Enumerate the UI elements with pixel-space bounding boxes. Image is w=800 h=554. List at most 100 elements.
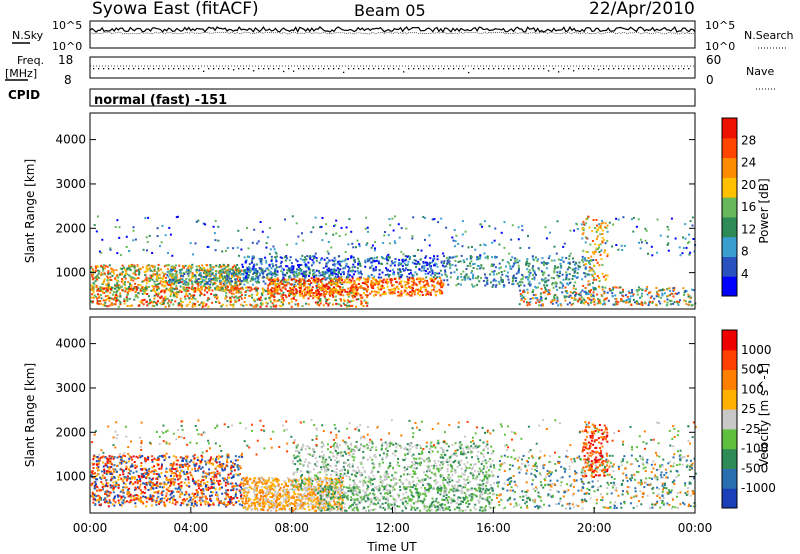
echo-cell — [103, 501, 106, 504]
echo-cell — [514, 277, 517, 280]
echo-cell — [179, 456, 182, 459]
echo-cell — [561, 282, 564, 285]
echo-cell — [359, 270, 362, 273]
echo-cell — [421, 294, 424, 296]
echo-cell — [145, 300, 148, 303]
echo-cell — [543, 264, 545, 266]
echo-cell — [118, 502, 120, 505]
echo-cell — [510, 238, 513, 241]
echo-cell — [300, 280, 303, 283]
echo-cell — [196, 300, 199, 303]
echo-cell — [290, 266, 293, 269]
echo-cell — [276, 273, 279, 276]
echo-cell — [200, 491, 203, 494]
echo-cell — [191, 273, 194, 276]
echo-cell — [265, 246, 268, 249]
echo-cell — [321, 278, 324, 280]
echo-cell — [149, 494, 152, 497]
echo-cell — [115, 285, 118, 288]
echo-cell — [532, 289, 535, 291]
echo-cell — [362, 288, 365, 291]
echo-cell — [552, 277, 555, 280]
echo-cell — [500, 266, 502, 269]
echo-cell — [599, 253, 602, 256]
echo-cell — [461, 233, 464, 236]
echo-cell — [225, 269, 228, 272]
echo-cell — [182, 275, 185, 278]
echo-cell — [164, 455, 166, 457]
echo-cell — [584, 272, 587, 275]
echo-cell — [396, 285, 399, 288]
echo-cell — [615, 300, 618, 303]
echo-cell — [649, 296, 652, 299]
echo-cell — [415, 263, 418, 266]
echo-cell — [674, 237, 677, 240]
echo-cell — [339, 286, 342, 288]
echo-cell — [357, 277, 360, 280]
echo-cell — [370, 273, 373, 276]
echo-cell — [165, 495, 168, 498]
echo-cell — [252, 305, 255, 308]
echo-cell — [132, 289, 135, 292]
echo-cell — [509, 265, 512, 268]
echo-cell — [124, 277, 127, 280]
echo-cell — [473, 262, 476, 265]
echo-cell — [274, 305, 277, 308]
echo-cell — [289, 287, 292, 290]
echo-cell — [224, 478, 227, 481]
echo-cell — [352, 292, 355, 295]
echo-cell — [311, 259, 314, 261]
echo-cell — [319, 279, 322, 281]
echo-cell — [438, 276, 441, 278]
echo-cell — [578, 293, 580, 296]
echo-cell — [404, 255, 407, 258]
echo-cell — [306, 265, 309, 268]
echo-cell — [224, 484, 227, 487]
echo-cell — [225, 249, 227, 252]
echo-cell — [285, 279, 288, 282]
echo-cell — [359, 271, 362, 274]
echo-cell — [156, 271, 159, 274]
echo-cell — [424, 261, 427, 264]
echo-cell — [206, 273, 209, 276]
echo-cell — [373, 249, 376, 252]
echo-cell — [145, 266, 148, 269]
echo-cell — [171, 274, 174, 277]
echo-cell — [439, 269, 442, 272]
echo-cell — [350, 304, 353, 307]
echo-cell — [391, 292, 394, 295]
echo-cell — [282, 268, 285, 271]
echo-cell — [236, 268, 239, 271]
echo-cell — [304, 280, 307, 283]
echo-cell — [214, 279, 217, 282]
echo-cell — [418, 294, 421, 297]
echo-cell — [153, 297, 156, 300]
echo-cell — [336, 281, 339, 284]
echo-cell — [163, 486, 166, 489]
echo-cell — [100, 297, 103, 300]
echo-cell — [178, 279, 181, 282]
echo-cell — [547, 279, 550, 282]
echo-cell — [631, 291, 634, 294]
echo-cell — [298, 291, 301, 294]
echo-cell — [236, 464, 239, 466]
echo-cell — [342, 302, 345, 305]
echo-cell — [372, 284, 375, 287]
echo-cell — [187, 503, 190, 506]
echo-cell — [570, 303, 573, 306]
echo-cell — [93, 497, 96, 500]
echo-cell — [284, 294, 287, 297]
echo-cell — [102, 498, 105, 501]
echo-cell — [195, 462, 198, 465]
echo-cell — [166, 274, 169, 277]
echo-cell — [238, 299, 241, 302]
echo-cell — [270, 258, 273, 261]
nave-dot — [208, 68, 210, 70]
echo-cell — [310, 291, 313, 294]
echo-cell — [296, 275, 299, 278]
echo-cell — [556, 298, 559, 301]
echo-cell — [350, 230, 353, 233]
echo-cell — [181, 265, 184, 267]
echo-cell — [123, 276, 126, 278]
echo-cell — [441, 286, 444, 289]
